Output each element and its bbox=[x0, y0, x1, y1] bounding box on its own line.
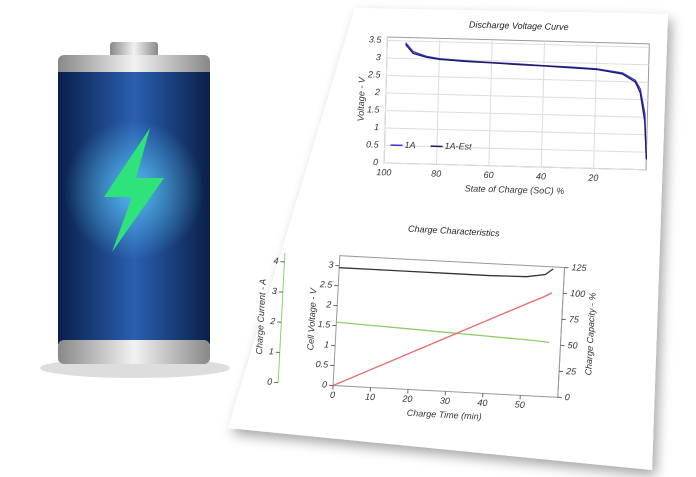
x-tick-label: 10 bbox=[365, 392, 376, 403]
x-tick-label: 20 bbox=[401, 394, 413, 405]
x-tick-label: 100 bbox=[376, 167, 391, 177]
y-axis-label: Voltage - V bbox=[356, 76, 367, 121]
y-tick-label: 3 bbox=[328, 259, 334, 269]
legend-label: 1A bbox=[404, 140, 415, 150]
battery bbox=[40, 42, 230, 378]
x-tick-label: 80 bbox=[431, 169, 441, 179]
y-tick-label: 4 bbox=[273, 256, 279, 266]
x-tick-label: 30 bbox=[440, 396, 451, 407]
scene: Discharge Voltage Curve10080604020State … bbox=[0, 0, 696, 477]
y-tick-label: 2 bbox=[269, 316, 276, 326]
y-tick-label: 1.5 bbox=[367, 104, 381, 114]
y-tick-label: 2 bbox=[325, 299, 332, 309]
x-tick-label: 50 bbox=[515, 399, 526, 410]
y-tick-label: 0 bbox=[565, 392, 571, 402]
y-tick-label: 1 bbox=[374, 122, 379, 132]
y-tick-label: 1 bbox=[324, 339, 330, 349]
y-tick-label: 3 bbox=[376, 52, 381, 62]
y-tick-label: 0 bbox=[267, 376, 273, 386]
x-tick-label: 0 bbox=[330, 390, 336, 400]
y-tick-label: 25 bbox=[565, 366, 578, 377]
y-tick-label: 75 bbox=[569, 314, 581, 325]
y-tick-label: 0.5 bbox=[366, 139, 380, 149]
y-tick-label: 0 bbox=[373, 157, 378, 167]
y-tick-label: 2.5 bbox=[367, 69, 382, 79]
y-tick-label: 3.5 bbox=[369, 34, 383, 44]
x-tick-label: 60 bbox=[483, 170, 493, 180]
y-tick-label: 2.5 bbox=[319, 279, 334, 290]
x-tick-label: 20 bbox=[587, 173, 598, 183]
y-tick-label: 1 bbox=[268, 346, 274, 356]
x-tick-label: 40 bbox=[536, 171, 546, 181]
y-tick-label: 0.5 bbox=[315, 359, 329, 370]
y-tick-label: 50 bbox=[567, 340, 578, 351]
y-tick-label: 3 bbox=[272, 286, 278, 296]
legend-label: 1A-Est bbox=[444, 141, 472, 152]
x-tick-label: 40 bbox=[477, 397, 488, 408]
y-tick-label: 100 bbox=[570, 288, 586, 299]
y-tick-label: 0 bbox=[322, 379, 328, 389]
y-tick-label: 2 bbox=[374, 87, 380, 97]
y-tick-label: 1.5 bbox=[317, 319, 331, 330]
y-tick-label: 125 bbox=[571, 262, 588, 273]
